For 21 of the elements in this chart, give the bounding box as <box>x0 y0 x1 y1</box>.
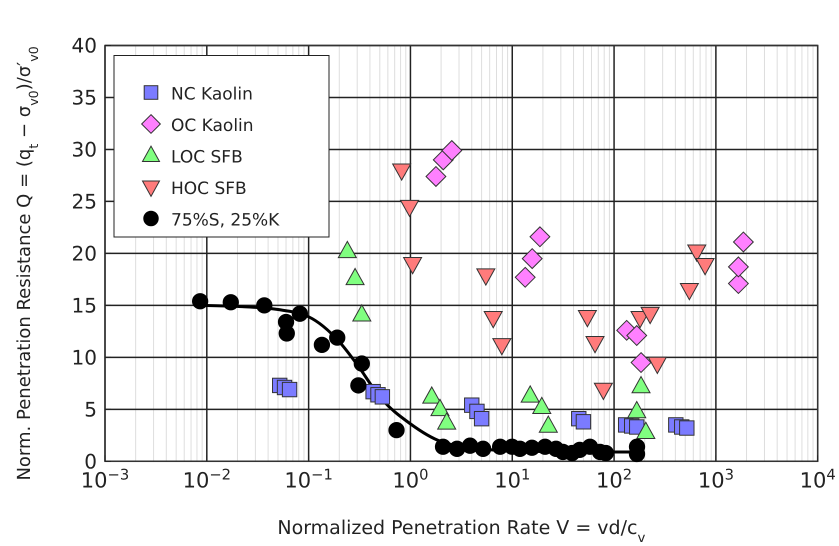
x-tick-label: 10$^{2}$ <box>596 466 632 492</box>
legend-label: OC Kaolin <box>171 116 254 136</box>
y-tick-label: 25 <box>72 189 97 214</box>
legend-label: HOC SFB <box>171 179 247 199</box>
y-tick-label: 10 <box>72 345 97 370</box>
y-tick-label: 5 <box>84 397 97 422</box>
x-tick-label: 10$^{−1}$ <box>284 466 333 492</box>
y-tick-label: 40 <box>72 34 97 58</box>
x-tick-label: 10$^{1}$ <box>494 466 530 492</box>
x-axis-title: Normalized Penetration Rate V = vd/c$_{v}$ <box>277 517 646 546</box>
x-tick-label: 10$^{3}$ <box>698 466 734 492</box>
legend-label: 75%S, 25%K <box>171 210 280 230</box>
legend-label: LOC SFB <box>171 148 243 168</box>
legend-label: NC Kaolin <box>171 84 253 104</box>
y-tick-label: 20 <box>72 241 97 266</box>
x-tick-label: 10$^{0}$ <box>392 466 428 492</box>
x-tick-label: 10$^{−2}$ <box>182 466 232 492</box>
y-tick-label: 30 <box>72 137 97 162</box>
y-tick-label: 15 <box>72 293 97 318</box>
y-tick-label: 35 <box>72 85 97 110</box>
x-tick-label: 10$^{4}$ <box>800 466 836 492</box>
